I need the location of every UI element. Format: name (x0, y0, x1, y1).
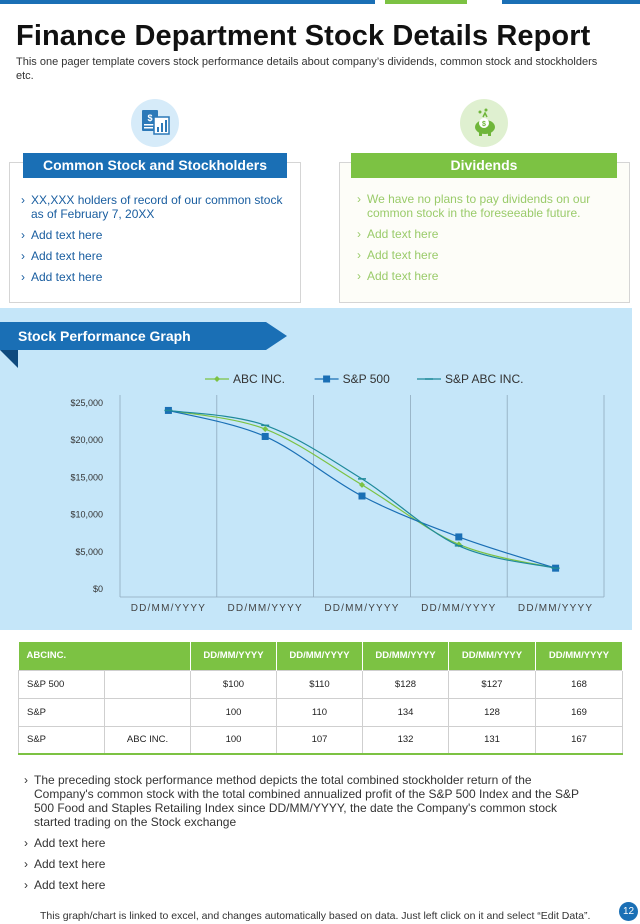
banner-fold (0, 350, 18, 368)
y-tick-label: $5,000 (75, 547, 103, 557)
table-cell (104, 697, 191, 727)
list-item: The preceding stock performance method d… (24, 773, 592, 829)
chart-section-title: Stock Performance Graph (18, 328, 191, 344)
y-tick-label: $25,000 (70, 398, 103, 408)
series-point (323, 375, 331, 383)
table-header-cell: DD/MM/YYYY (190, 642, 277, 670)
series-line (168, 409, 556, 569)
table-cell: S&P (18, 725, 105, 755)
series-point (262, 426, 269, 433)
y-tick-label: $20,000 (70, 435, 103, 445)
y-tick-label: $10,000 (70, 510, 103, 520)
page-number-badge: 12 (619, 902, 638, 921)
series-point (261, 432, 269, 440)
list-item: Add text here (24, 836, 592, 850)
top-accent-bar-blue-right (502, 0, 640, 4)
table-cell: 134 (362, 697, 449, 727)
page-title: Finance Department Stock Details Report (16, 20, 591, 52)
piggy-bank-dollar-icon: $ (460, 99, 508, 147)
list-item: Add text here (24, 857, 592, 871)
series-line (168, 409, 556, 569)
table-cell: S&P 500 (18, 669, 105, 699)
page-subtitle: This one pager template covers stock per… (16, 56, 598, 82)
list-item: Add text here (21, 249, 291, 263)
footnote: This graph/chart is linked to excel, and… (40, 910, 591, 922)
chart-banner (0, 322, 287, 350)
legend-label: S&P ABC INC. (445, 372, 523, 386)
list-item: We have no plans to pay dividends on our… (357, 192, 617, 220)
table-cell: 132 (362, 725, 449, 755)
common-stock-list: XX,XXX holders of record of our common s… (21, 193, 291, 291)
x-tick-label: DD/MM/YYYY (421, 603, 496, 614)
table-cell (104, 669, 191, 699)
stock-table: ABCINC. DD/MM/YYYY DD/MM/YYYY DD/MM/YYYY… (18, 642, 623, 755)
table-cell: ABC INC. (104, 725, 191, 755)
table-header-cell: DD/MM/YYYY (362, 642, 449, 670)
table-cell: $127 (448, 669, 536, 699)
list-item: Add text here (21, 228, 291, 242)
table-cell: 131 (448, 725, 536, 755)
x-tick-label: DD/MM/YYYY (131, 603, 206, 614)
top-accent-bar-blue (0, 0, 375, 4)
chart-panel (0, 308, 632, 630)
dividends-header: Dividends (351, 153, 617, 178)
series-line (168, 409, 556, 569)
table-cell: $110 (276, 669, 363, 699)
y-tick-label: $0 (93, 584, 103, 594)
common-stock-header: Common Stock and Stockholders (23, 153, 287, 178)
series-point (358, 492, 366, 500)
list-item: Add text here (357, 269, 617, 283)
series-point (455, 533, 463, 541)
table-cell: 110 (276, 697, 363, 727)
legend-label: S&P 500 (343, 372, 390, 386)
x-tick-label: DD/MM/YYYY (324, 603, 399, 614)
table-header-row: ABCINC. DD/MM/YYYY DD/MM/YYYY DD/MM/YYYY… (18, 642, 623, 670)
table-cell: 168 (535, 669, 623, 699)
svg-text:$: $ (482, 121, 486, 128)
table-header-cell: DD/MM/YYYY (276, 642, 363, 670)
document-chart-icon: $ (131, 99, 179, 147)
table-row: S&P 500 $100 $110 $128 $127 168 (18, 669, 623, 699)
table-cell: S&P (18, 697, 105, 727)
x-tick-label: DD/MM/YYYY (518, 603, 593, 614)
series-point (214, 376, 220, 382)
table-row: S&P 100 110 134 128 169 (18, 697, 623, 727)
x-tick-label: DD/MM/YYYY (228, 603, 303, 614)
table-cell: 100 (190, 725, 277, 755)
table-cell: 107 (276, 725, 363, 755)
list-item: Add text here (357, 248, 617, 262)
table-header-cell: DD/MM/YYYY (535, 642, 623, 670)
table-cell: $128 (362, 669, 449, 699)
table-header-cell: DD/MM/YYYY (448, 642, 536, 670)
dividends-list: We have no plans to pay dividends on our… (357, 192, 617, 290)
bottom-notes-list: The preceding stock performance method d… (24, 773, 592, 899)
svg-text:$: $ (147, 113, 152, 123)
table-cell: 100 (190, 697, 277, 727)
table-header-cell: ABCINC. (18, 642, 191, 670)
y-tick-label: $15,000 (70, 472, 103, 482)
list-item: XX,XXX holders of record of our common s… (21, 193, 291, 221)
list-item: Add text here (24, 878, 592, 892)
series-point (359, 481, 365, 488)
table-cell: 128 (448, 697, 536, 727)
stock-performance-chart: $25,000 $20,000 $15,000 $10,000 $5,000 $0 DD/M… (70, 372, 605, 614)
top-accent-bar-green (385, 0, 467, 4)
table-cell: 169 (535, 697, 623, 727)
table-cell: $100 (190, 669, 277, 699)
table-cell: 167 (535, 725, 623, 755)
legend-label: ABC INC. (233, 372, 285, 386)
list-item: Add text here (21, 270, 291, 284)
table-row: S&P ABC INC. 100 107 132 131 167 (18, 725, 623, 755)
list-item: Add text here (357, 227, 617, 241)
